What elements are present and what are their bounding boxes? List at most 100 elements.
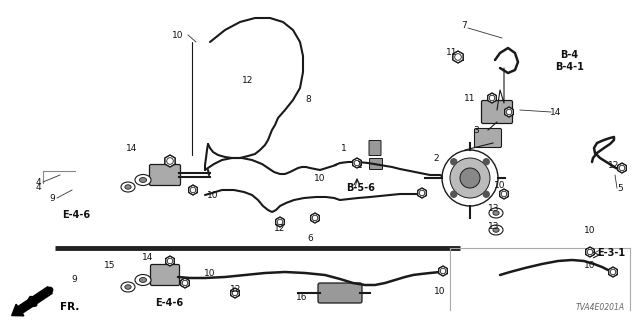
Polygon shape xyxy=(180,278,189,288)
Circle shape xyxy=(483,191,489,197)
Text: 14: 14 xyxy=(126,143,138,153)
Text: 15: 15 xyxy=(104,260,116,269)
Text: 12: 12 xyxy=(230,285,242,294)
Polygon shape xyxy=(418,188,426,198)
Text: 10: 10 xyxy=(172,30,184,39)
Circle shape xyxy=(442,150,498,206)
Text: 1: 1 xyxy=(357,161,363,170)
Text: 11: 11 xyxy=(464,93,476,102)
Text: 12: 12 xyxy=(608,161,620,170)
Circle shape xyxy=(611,269,616,275)
Ellipse shape xyxy=(121,182,135,192)
Text: 5: 5 xyxy=(617,183,623,193)
Text: FR.: FR. xyxy=(60,302,79,312)
Circle shape xyxy=(167,258,173,264)
Circle shape xyxy=(483,159,489,165)
Circle shape xyxy=(460,168,480,188)
Polygon shape xyxy=(500,189,508,199)
Text: 10: 10 xyxy=(584,226,596,235)
Polygon shape xyxy=(505,107,513,117)
Text: 11: 11 xyxy=(446,47,458,57)
Text: 10: 10 xyxy=(494,180,506,189)
Polygon shape xyxy=(609,267,618,277)
Polygon shape xyxy=(165,155,175,167)
Circle shape xyxy=(506,109,512,115)
Polygon shape xyxy=(276,217,284,227)
Text: 13: 13 xyxy=(488,204,500,212)
Circle shape xyxy=(355,160,360,166)
Text: 10: 10 xyxy=(204,269,216,278)
Ellipse shape xyxy=(135,275,151,285)
Polygon shape xyxy=(353,158,362,168)
Circle shape xyxy=(454,54,461,60)
FancyBboxPatch shape xyxy=(474,129,502,148)
Circle shape xyxy=(501,191,507,197)
Polygon shape xyxy=(586,247,595,257)
FancyBboxPatch shape xyxy=(150,265,179,285)
Ellipse shape xyxy=(121,282,135,292)
Text: 16: 16 xyxy=(296,293,308,302)
Polygon shape xyxy=(438,266,447,276)
Text: E-4-6: E-4-6 xyxy=(155,298,183,308)
Text: 9: 9 xyxy=(49,194,55,203)
Text: 4: 4 xyxy=(35,178,41,187)
Text: 10: 10 xyxy=(435,287,445,297)
Text: 14: 14 xyxy=(142,253,154,262)
Text: 4: 4 xyxy=(35,183,41,192)
Text: 2: 2 xyxy=(433,154,439,163)
Circle shape xyxy=(440,268,445,274)
Ellipse shape xyxy=(140,178,147,182)
Circle shape xyxy=(166,158,173,164)
Text: E-3-1: E-3-1 xyxy=(597,248,625,258)
Text: 9: 9 xyxy=(71,276,77,284)
Polygon shape xyxy=(310,213,319,223)
Ellipse shape xyxy=(140,277,147,283)
Polygon shape xyxy=(230,288,239,298)
Text: 10: 10 xyxy=(584,260,596,269)
Text: 10: 10 xyxy=(314,173,326,182)
Ellipse shape xyxy=(489,208,503,218)
Circle shape xyxy=(419,190,425,196)
Ellipse shape xyxy=(135,174,151,186)
Polygon shape xyxy=(166,256,174,266)
Ellipse shape xyxy=(489,225,503,235)
Circle shape xyxy=(451,159,457,165)
Text: 12: 12 xyxy=(243,76,253,84)
Polygon shape xyxy=(488,93,497,103)
Polygon shape xyxy=(189,185,197,195)
Text: 6: 6 xyxy=(307,234,313,243)
Polygon shape xyxy=(453,51,463,63)
Text: 8: 8 xyxy=(305,94,311,103)
Text: B-4
B-4-1: B-4 B-4-1 xyxy=(555,50,584,72)
FancyBboxPatch shape xyxy=(369,140,381,156)
FancyBboxPatch shape xyxy=(481,100,513,124)
Text: 14: 14 xyxy=(550,108,562,116)
FancyArrow shape xyxy=(12,287,52,316)
Text: B-5-6: B-5-6 xyxy=(346,183,375,193)
Text: 7: 7 xyxy=(461,20,467,29)
Circle shape xyxy=(182,280,188,286)
FancyBboxPatch shape xyxy=(150,164,180,186)
Text: TVA4E0201A: TVA4E0201A xyxy=(576,303,625,312)
Text: 1: 1 xyxy=(341,143,347,153)
Circle shape xyxy=(232,290,237,296)
Text: 13: 13 xyxy=(488,221,500,230)
Circle shape xyxy=(277,219,283,225)
Ellipse shape xyxy=(493,228,499,232)
FancyBboxPatch shape xyxy=(318,283,362,303)
Text: 12: 12 xyxy=(275,223,285,233)
FancyBboxPatch shape xyxy=(369,158,383,170)
Ellipse shape xyxy=(125,285,131,289)
Circle shape xyxy=(588,249,593,255)
Circle shape xyxy=(451,191,457,197)
Ellipse shape xyxy=(125,185,131,189)
Circle shape xyxy=(489,95,495,101)
Circle shape xyxy=(190,187,196,193)
Circle shape xyxy=(312,215,317,221)
Circle shape xyxy=(620,165,625,171)
Text: 10: 10 xyxy=(207,190,219,199)
Text: E-4-6: E-4-6 xyxy=(62,210,90,220)
Ellipse shape xyxy=(493,211,499,215)
Polygon shape xyxy=(618,163,627,173)
Circle shape xyxy=(450,158,490,198)
